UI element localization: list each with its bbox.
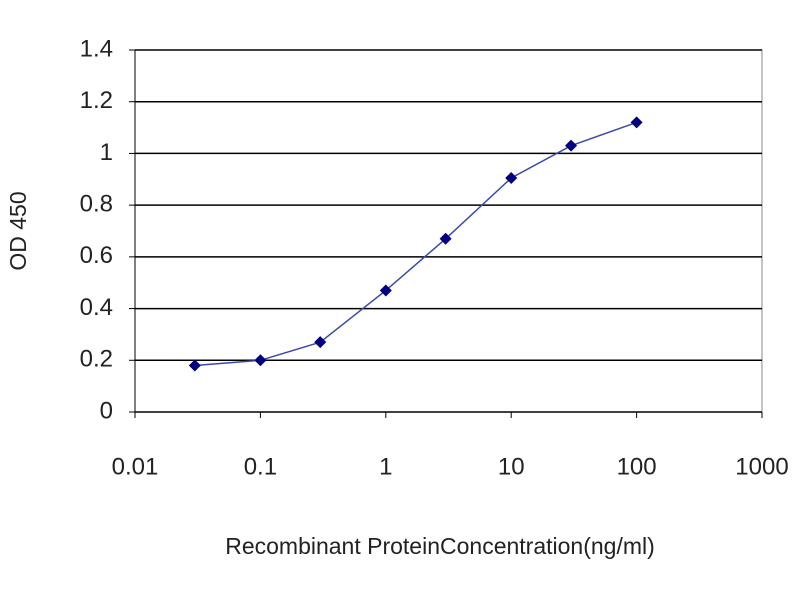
y-tick-label: 0.6 — [80, 242, 113, 269]
data-point — [314, 336, 327, 349]
x-tick-label: 10 — [498, 453, 525, 480]
data-point — [565, 139, 578, 152]
y-tick-label: 0.2 — [80, 346, 113, 373]
data-point — [630, 116, 643, 129]
y-tick-label: 0 — [100, 397, 113, 424]
x-tick-label: 1000 — [735, 453, 788, 480]
data-point — [379, 284, 392, 297]
y-tick-label: 1.2 — [80, 87, 113, 114]
x-axis-label: Recombinant ProteinConcentration(ng/ml) — [225, 533, 655, 559]
x-tick-label: 0.01 — [112, 453, 159, 480]
x-tick-label: 1 — [379, 453, 392, 480]
plot-area — [134, 49, 763, 413]
x-tick-label: 100 — [617, 453, 657, 480]
y-tick-label: 0.8 — [80, 190, 113, 217]
data-point — [188, 359, 201, 372]
x-tick-label: 0.1 — [244, 453, 277, 480]
y-tick-label: 1.4 — [80, 35, 113, 62]
data-point — [439, 232, 452, 245]
series-line — [194, 121, 637, 367]
data-point — [505, 171, 518, 184]
y-axis-label: OD 450 — [5, 191, 31, 270]
y-tick-label: 0.4 — [80, 294, 113, 321]
data-point — [254, 354, 267, 367]
y-tick-label: 1 — [100, 139, 113, 166]
